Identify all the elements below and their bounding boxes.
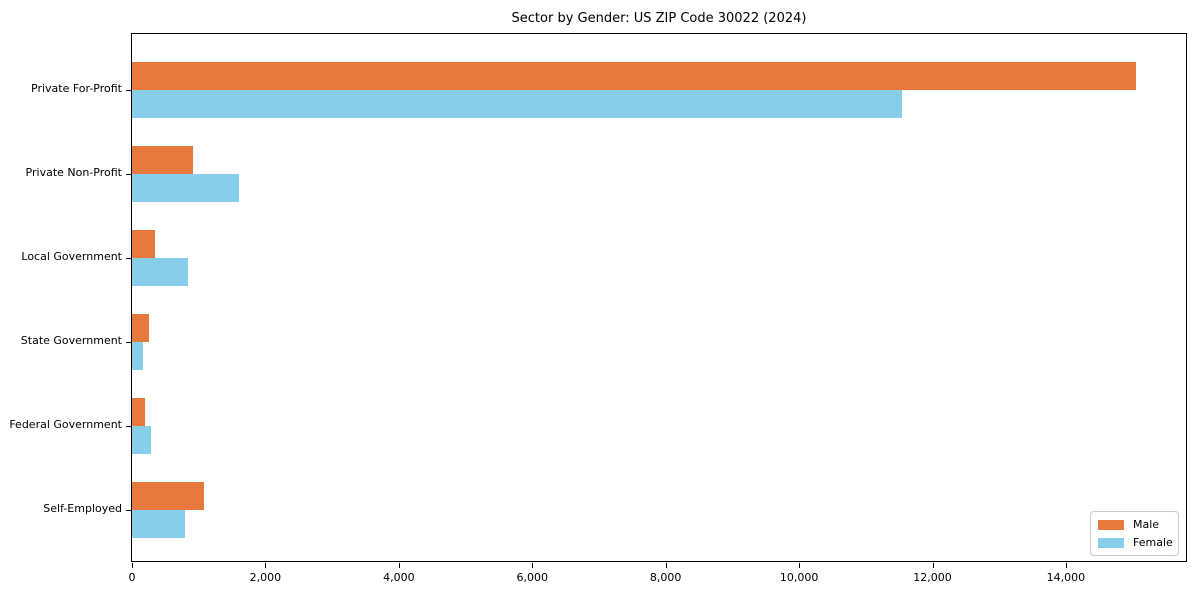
y-tick <box>126 174 131 175</box>
x-tick <box>932 563 934 568</box>
x-axis-label: 2,000 <box>249 571 282 584</box>
y-axis-label: Federal Government <box>9 418 122 431</box>
x-axis-label: 14,000 <box>1046 571 1086 584</box>
legend-label-female: Female <box>1133 536 1173 549</box>
bar-male-5 <box>132 398 146 426</box>
y-tick <box>126 90 131 91</box>
legend-item-male: Male <box>1098 518 1170 531</box>
x-axis-label: 0 <box>128 571 136 584</box>
x-axis-label: 4,000 <box>383 571 415 584</box>
x-axis-label: 6,000 <box>516 571 549 584</box>
y-tick <box>126 510 131 511</box>
bar-female-1 <box>132 90 903 118</box>
x-tick <box>1065 563 1067 568</box>
bar-male-3 <box>132 230 156 258</box>
x-tick <box>398 563 400 568</box>
x-axis-label: 8,000 <box>649 571 682 584</box>
bar-female-6 <box>132 510 186 538</box>
y-tick <box>126 258 131 259</box>
bar-male-6 <box>132 482 205 510</box>
bar-male-4 <box>132 314 149 342</box>
plot-area: Male Female 0 2,000 4,000 6,000 8,000 10,000 1… <box>126 33 1187 584</box>
y-axis-label: State Government <box>20 334 122 347</box>
y-axis-label: Local Government <box>21 250 122 263</box>
bar-female-4 <box>132 342 143 370</box>
legend-swatch-female-icon <box>1098 537 1124 548</box>
y-tick <box>126 342 131 343</box>
x-axis-label: 10,000 <box>779 571 819 584</box>
legend-item-female: Female <box>1098 536 1173 549</box>
y-axis-label: Self-Employed <box>43 502 122 515</box>
legend-swatch-male-icon <box>1098 519 1124 530</box>
bar-female-3 <box>132 258 189 286</box>
bar-female-5 <box>132 426 151 454</box>
x-tick <box>532 563 534 568</box>
chart-title: Sector by Gender: US ZIP Code 30022 (202… <box>511 11 807 26</box>
bar-male-1 <box>132 62 1136 90</box>
y-axis-label: Private Non-Profit <box>25 166 122 179</box>
x-axis-label: 12,000 <box>913 571 952 584</box>
x-tick <box>265 563 267 568</box>
y-tick <box>126 426 131 427</box>
y-axis-labels: Private For-Profit Private Non-Profit Loca… <box>0 33 122 562</box>
legend-label-male: Male <box>1133 518 1160 531</box>
x-tick <box>665 563 667 568</box>
x-tick <box>132 563 133 568</box>
legend: Male Female <box>1090 511 1179 556</box>
bar-female-2 <box>132 174 239 202</box>
x-tick <box>799 563 801 568</box>
bar-male-2 <box>132 146 193 174</box>
y-axis-label: Private For-Profit <box>31 82 122 95</box>
